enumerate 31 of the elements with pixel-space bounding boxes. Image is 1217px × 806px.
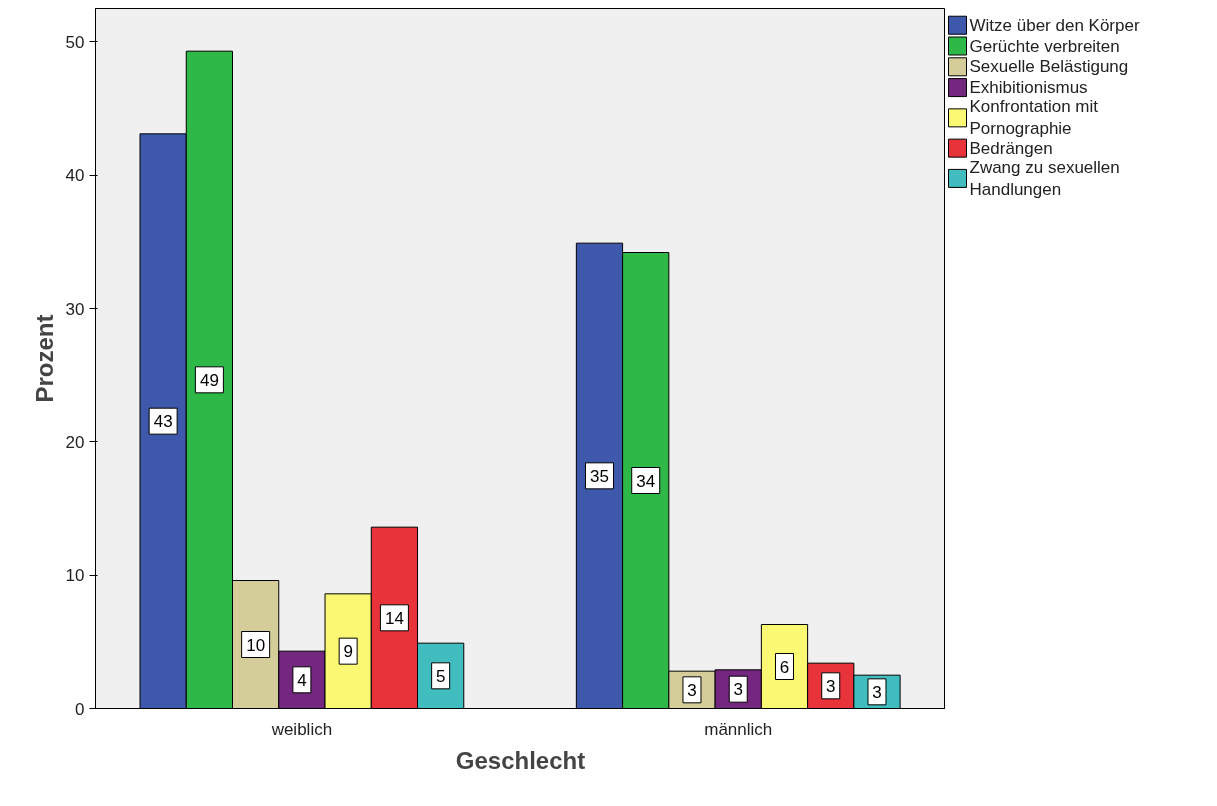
data-label: 34 <box>636 471 656 491</box>
y-tick-label: 50 <box>65 32 85 52</box>
data-label: 35 <box>590 466 609 486</box>
data-label: 5 <box>435 666 446 686</box>
data-label: 49 <box>199 370 219 390</box>
legend-label: Exhibitionismus <box>969 78 1088 98</box>
data-label: 3 <box>687 680 697 700</box>
y-axis-title: Prozent <box>30 314 58 403</box>
data-label: 4 <box>297 670 307 690</box>
data-label: 3 <box>826 676 836 696</box>
y-tick-label: 20 <box>65 432 85 452</box>
data-label: 9 <box>343 642 353 662</box>
x-axis-title: Geschlecht <box>455 746 586 774</box>
data-label: 43 <box>153 412 173 432</box>
data-label: 3 <box>733 680 743 700</box>
x-tick-label: weiblich <box>270 719 333 739</box>
legend-label: Gerüchte verbreiten <box>969 36 1120 56</box>
y-tick-label: 30 <box>65 299 85 319</box>
legend-label: Zwang zu sexuellen Handlungen <box>969 157 1120 199</box>
y-tick-label: 10 <box>65 566 85 586</box>
data-label: 10 <box>246 635 266 655</box>
legend-label: Konfrontation mit Pornographie <box>969 97 1099 139</box>
x-tick-label: männlich <box>704 719 773 739</box>
y-tick-label: 0 <box>75 699 85 719</box>
data-label: 14 <box>384 608 404 628</box>
y-tick-label: 40 <box>65 166 85 186</box>
legend-label: Witze über den Körper <box>969 15 1140 35</box>
data-label: 3 <box>872 682 882 702</box>
legend-label: Sexuelle Belästigung <box>969 57 1129 77</box>
legend-label: Bedrängen <box>969 138 1053 158</box>
data-label: 6 <box>779 657 790 677</box>
